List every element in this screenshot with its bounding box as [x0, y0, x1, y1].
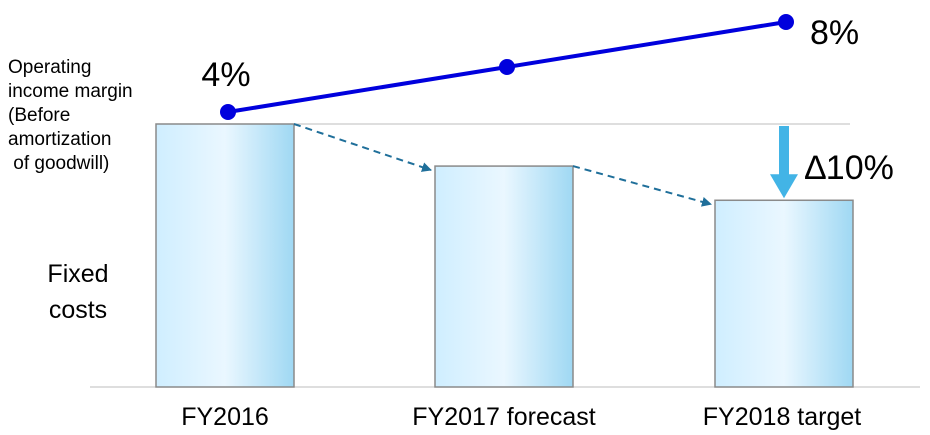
x-tick-label-3: FY2018 target [703, 403, 861, 431]
margin-point-1 [220, 104, 236, 120]
chart-labels: FY2016 FY2017 forecast FY2018 target 4% 8% ∆1… [8, 14, 894, 431]
fixed-costs-series-label-line-1: Fixed [47, 260, 108, 288]
fixed-costs-series-label-line-2: costs [49, 296, 107, 324]
fixed-costs-series-label: Fixed costs [47, 260, 108, 324]
margin-series-label-line-2: income margin [8, 81, 133, 102]
trend-arrow-1 [293, 123, 432, 172]
margin-series-label-line-3: (Before [8, 105, 70, 126]
margin-start-label: 4% [201, 56, 250, 94]
reduction-arrow-shaft [779, 126, 789, 177]
margin-series-label-line-4: amortization [8, 129, 112, 150]
reduction-annotation: ∆10% [805, 149, 894, 187]
x-tick-label-1: FY2016 [181, 403, 269, 431]
bar-fy2016 [155, 123, 295, 388]
margin-point-3 [778, 14, 794, 30]
margin-end-label: 8% [810, 14, 859, 52]
margin-point-2 [499, 59, 515, 75]
margin-line [220, 14, 794, 120]
x-tick-label-2: FY2017 forecast [412, 403, 595, 431]
trend-arrow-2 [572, 165, 712, 207]
margin-series-label-line-1: Operating [8, 57, 91, 78]
trend-arrows [293, 123, 798, 207]
reduction-arrow-head [770, 174, 798, 199]
bar-fy2017-forecast [434, 165, 574, 388]
bar-fy2018-target [714, 199, 854, 388]
margin-series-label: Operating income margin (Before amortizatio… [8, 57, 133, 174]
margin-series-label-line-5: of goodwill) [8, 153, 109, 174]
fixed-costs-bars [155, 123, 854, 388]
